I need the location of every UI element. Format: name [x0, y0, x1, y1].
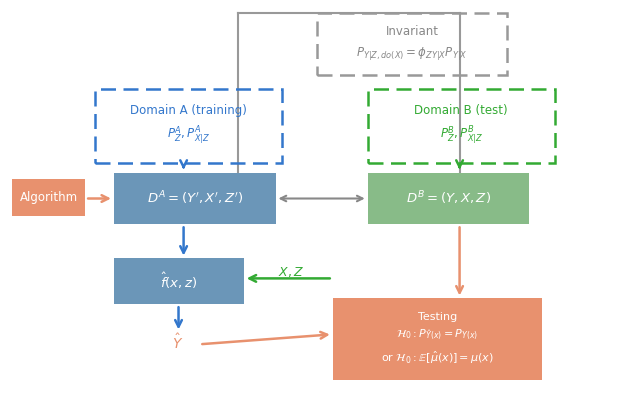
- Text: Algorithm: Algorithm: [20, 191, 78, 204]
- Text: Domain A (training)
$P_Z^A, P_{X|Z}^A$: Domain A (training) $P_Z^A, P_{X|Z}^A$: [130, 104, 247, 147]
- Text: $D^A = (Y', X', Z')$: $D^A = (Y', X', Z')$: [147, 190, 243, 207]
- FancyBboxPatch shape: [114, 173, 276, 224]
- FancyBboxPatch shape: [114, 258, 244, 305]
- FancyBboxPatch shape: [367, 173, 529, 224]
- Text: Invariant
$P_{Y|Z,do(X)} = \phi_{ZY|X}P_{Y|X}$: Invariant $P_{Y|Z,do(X)} = \phi_{ZY|X}P_…: [356, 26, 468, 62]
- Text: $D^B = (Y, X, Z)$: $D^B = (Y, X, Z)$: [406, 190, 491, 207]
- FancyBboxPatch shape: [333, 298, 542, 380]
- FancyBboxPatch shape: [12, 179, 85, 217]
- Text: Testing
$\mathcal{H}_0: P_{\hat{Y}(x)} = P_{Y(x)}$
or $\mathcal{H}_0: \mathbb{E}: Testing $\mathcal{H}_0: P_{\hat{Y}(x)} =…: [381, 312, 494, 366]
- Text: $\hat{Y}$: $\hat{Y}$: [172, 333, 183, 352]
- Text: Domain B (test)
$P_Z^B, P_{X|Z}^B$: Domain B (test) $P_Z^B, P_{X|Z}^B$: [414, 104, 508, 147]
- Text: $X, Z$: $X, Z$: [278, 265, 305, 279]
- Text: $\hat{f}(x,z)$: $\hat{f}(x,z)$: [160, 271, 198, 292]
